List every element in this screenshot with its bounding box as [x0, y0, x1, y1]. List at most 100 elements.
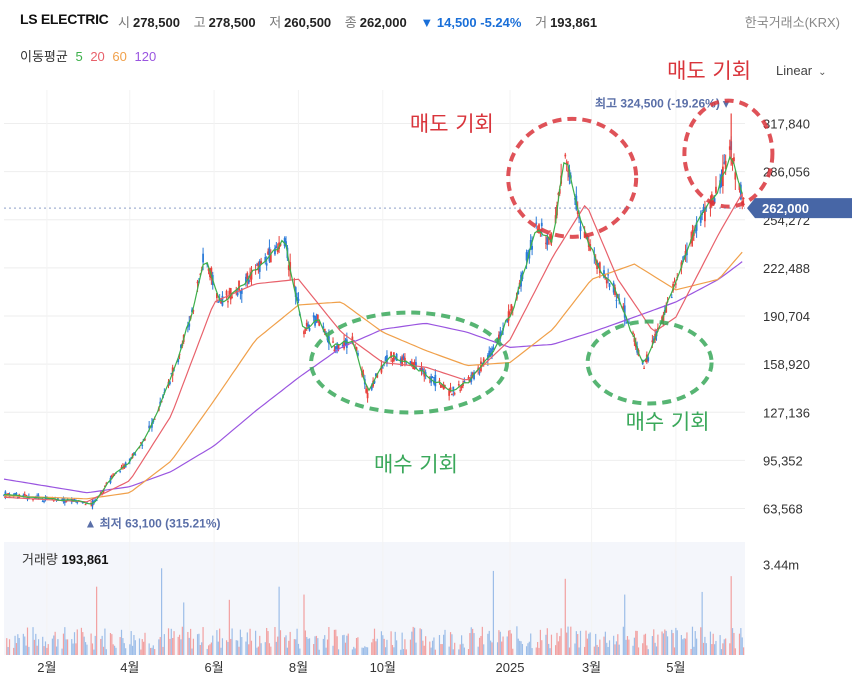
volume-bar — [683, 638, 685, 655]
candle-body — [345, 339, 348, 348]
candle-body — [386, 355, 388, 364]
candle-body — [431, 377, 434, 379]
volume-bar — [589, 632, 591, 655]
candle-body — [728, 146, 731, 150]
candle-body — [482, 358, 485, 364]
volume-bar — [355, 637, 358, 655]
volume-bar — [55, 646, 58, 655]
volume-bar — [633, 637, 636, 655]
volume-bar — [8, 639, 11, 655]
volume-bar — [448, 646, 450, 655]
candle-body — [673, 281, 676, 283]
volume-bar — [238, 646, 240, 655]
volume-bar — [65, 639, 67, 655]
volume-bar — [454, 642, 456, 655]
volume-bar — [308, 638, 311, 655]
volume-bar — [90, 633, 92, 655]
volume-bar — [373, 628, 376, 655]
y-tick-label: 127,136 — [763, 405, 810, 420]
volume-bar — [376, 638, 378, 655]
volume-bar — [109, 633, 112, 655]
volume-bar — [462, 643, 464, 655]
candle-body — [265, 263, 268, 266]
candle-body — [423, 371, 426, 377]
change-value: 14,500 — [436, 15, 477, 30]
volume-bar — [690, 648, 692, 655]
y-tick-label: 222,488 — [763, 261, 810, 276]
volume-bar — [628, 639, 630, 655]
volume-bar — [501, 641, 503, 655]
high-marker-label: 최고 324,500 (-19.26%) ▾ — [595, 95, 730, 110]
candle-body — [283, 238, 286, 246]
volume-bar — [509, 629, 511, 655]
volume-bar — [527, 643, 529, 655]
volume-bar — [354, 648, 356, 655]
candle-body — [597, 263, 600, 266]
volume-bar — [702, 642, 705, 655]
volume-bar — [84, 642, 87, 655]
high-value: 278,500 — [208, 15, 256, 30]
x-tick-label: 3월 — [582, 660, 601, 675]
candle-body — [357, 353, 359, 356]
moving-average-legend[interactable]: 이동평균 5 20 60 120 — [20, 46, 156, 65]
candle-body — [473, 372, 475, 380]
candle-body — [112, 473, 115, 475]
volume-bar — [131, 645, 134, 655]
volume-bar — [651, 636, 653, 655]
volume-bar — [665, 630, 667, 655]
x-tick-label: 2025 — [496, 660, 525, 675]
candle-body — [192, 310, 195, 312]
volume-bar — [391, 644, 394, 655]
volume-bar — [24, 636, 26, 655]
candle-body — [119, 470, 122, 472]
high-label: 고 — [193, 15, 206, 30]
volume-bar — [129, 644, 131, 655]
volume-bar — [183, 602, 185, 655]
candle-body — [467, 377, 470, 380]
buy-annotation-label: 매수 기회 — [626, 410, 710, 434]
volume-bar — [713, 644, 716, 655]
y-tick-label: 190,704 — [763, 309, 810, 324]
candle-body — [381, 367, 384, 369]
volume-bar — [344, 642, 347, 655]
candle-body — [188, 323, 191, 327]
open-value: 278,500 — [132, 15, 180, 30]
volume-bar — [458, 649, 460, 655]
scale-select[interactable]: Linear ⌄ — [776, 63, 827, 78]
ma60-line — [3, 251, 743, 500]
candle-body — [229, 288, 232, 300]
volume-bar — [420, 629, 423, 655]
candle-body — [538, 224, 540, 233]
candle-body — [141, 444, 144, 446]
candle-body — [94, 499, 97, 502]
candle-body — [202, 253, 204, 263]
candle-body — [723, 162, 726, 164]
volume-bar — [680, 635, 683, 655]
current-price-tag — [747, 198, 852, 219]
volume-bar — [675, 627, 677, 655]
candle-body — [392, 352, 395, 362]
volume-bar — [113, 645, 116, 655]
volume-bar — [217, 641, 219, 655]
volume-bar — [46, 647, 48, 655]
volume-bar — [372, 638, 374, 655]
volume-bar — [568, 647, 571, 655]
volume-bar — [268, 643, 271, 655]
candle-body — [144, 438, 146, 440]
volume-bar — [333, 629, 336, 655]
volume-bar — [264, 642, 266, 655]
volume-bar — [691, 626, 694, 655]
volume-bar — [596, 644, 598, 655]
low-value: 260,500 — [284, 15, 332, 30]
candle-body — [488, 350, 491, 357]
volume-bar — [241, 637, 243, 655]
quote-header: LS ELECTRIC 시 278,500 고 278,500 저 260,500 종… — [0, 0, 856, 40]
volume-bar — [606, 642, 608, 655]
volume-bar — [161, 568, 163, 655]
volume-bar — [351, 649, 353, 655]
volume-bar — [73, 632, 76, 655]
candle-body — [402, 356, 405, 359]
volume-bar — [564, 578, 566, 655]
candle-body — [724, 160, 727, 170]
